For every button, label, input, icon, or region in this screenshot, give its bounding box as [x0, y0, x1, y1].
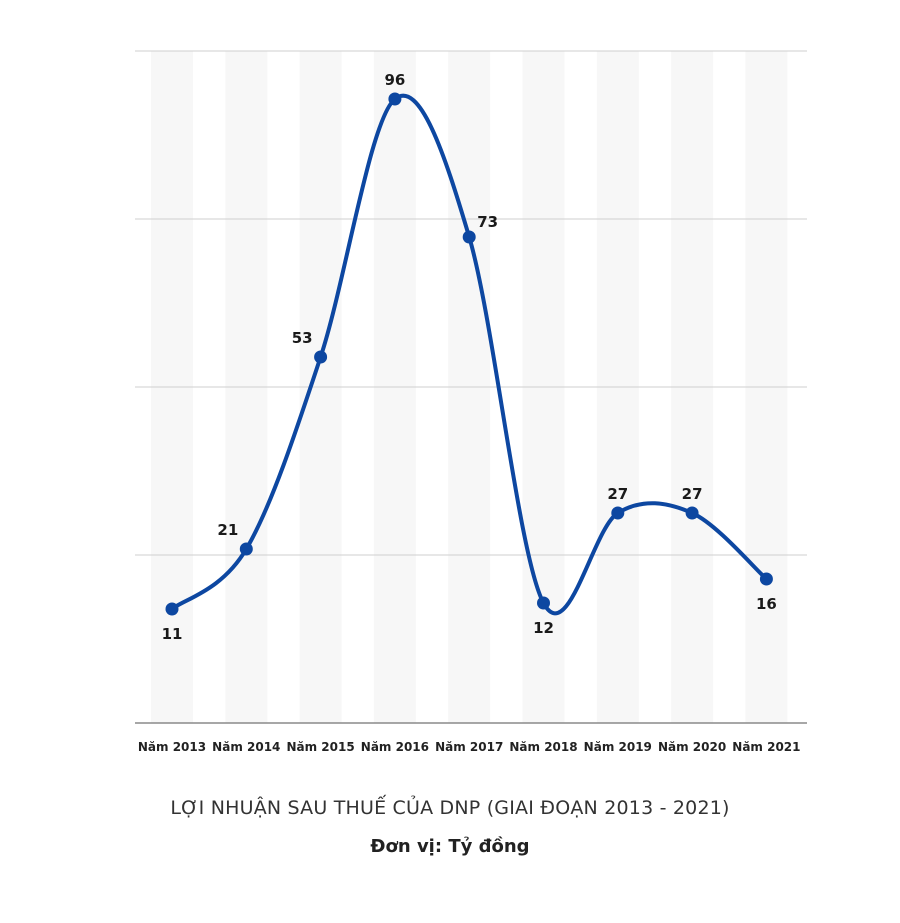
data-point	[462, 230, 476, 244]
x-tick-label: Năm 2017	[435, 740, 503, 754]
data-point	[685, 506, 699, 520]
data-labels: 11 21 53 96 73 12 27 27 16	[162, 71, 777, 643]
data-label: 96	[384, 71, 405, 89]
data-point	[314, 350, 328, 364]
chart-subtitle: Đơn vị: Tỷ đồng	[370, 836, 530, 857]
data-label: 12	[533, 619, 554, 637]
data-label: 21	[217, 521, 238, 539]
x-tick-label: Năm 2016	[361, 740, 429, 754]
data-label: 73	[477, 213, 498, 231]
data-label: 27	[682, 485, 703, 503]
data-point	[239, 542, 253, 556]
x-axis-tick-labels: Năm 2013 Năm 2014 Năm 2015 Năm 2016 Năm 2017…	[138, 740, 801, 754]
data-label: 53	[292, 329, 313, 347]
data-label: 16	[756, 595, 777, 613]
data-point	[388, 92, 402, 106]
x-tick-label: Năm 2014	[212, 740, 280, 754]
x-tick-label: Năm 2018	[509, 740, 577, 754]
x-tick-label: Năm 2015	[286, 740, 354, 754]
data-point	[537, 596, 550, 610]
chart-title: LỢI NHUẬN SAU THUẾ CỦA DNP (GIAI ĐOẠN 20…	[170, 797, 730, 819]
x-tick-label: Năm 2020	[658, 740, 726, 754]
data-points	[165, 92, 773, 616]
data-point	[165, 602, 179, 616]
x-tick-label: Năm 2019	[584, 740, 652, 754]
data-label: 11	[162, 625, 183, 643]
data-point	[611, 506, 625, 520]
data-point	[759, 572, 773, 586]
data-label: 27	[607, 485, 628, 503]
x-tick-label: Năm 2013	[138, 740, 206, 754]
x-tick-label: Năm 2021	[732, 740, 800, 754]
